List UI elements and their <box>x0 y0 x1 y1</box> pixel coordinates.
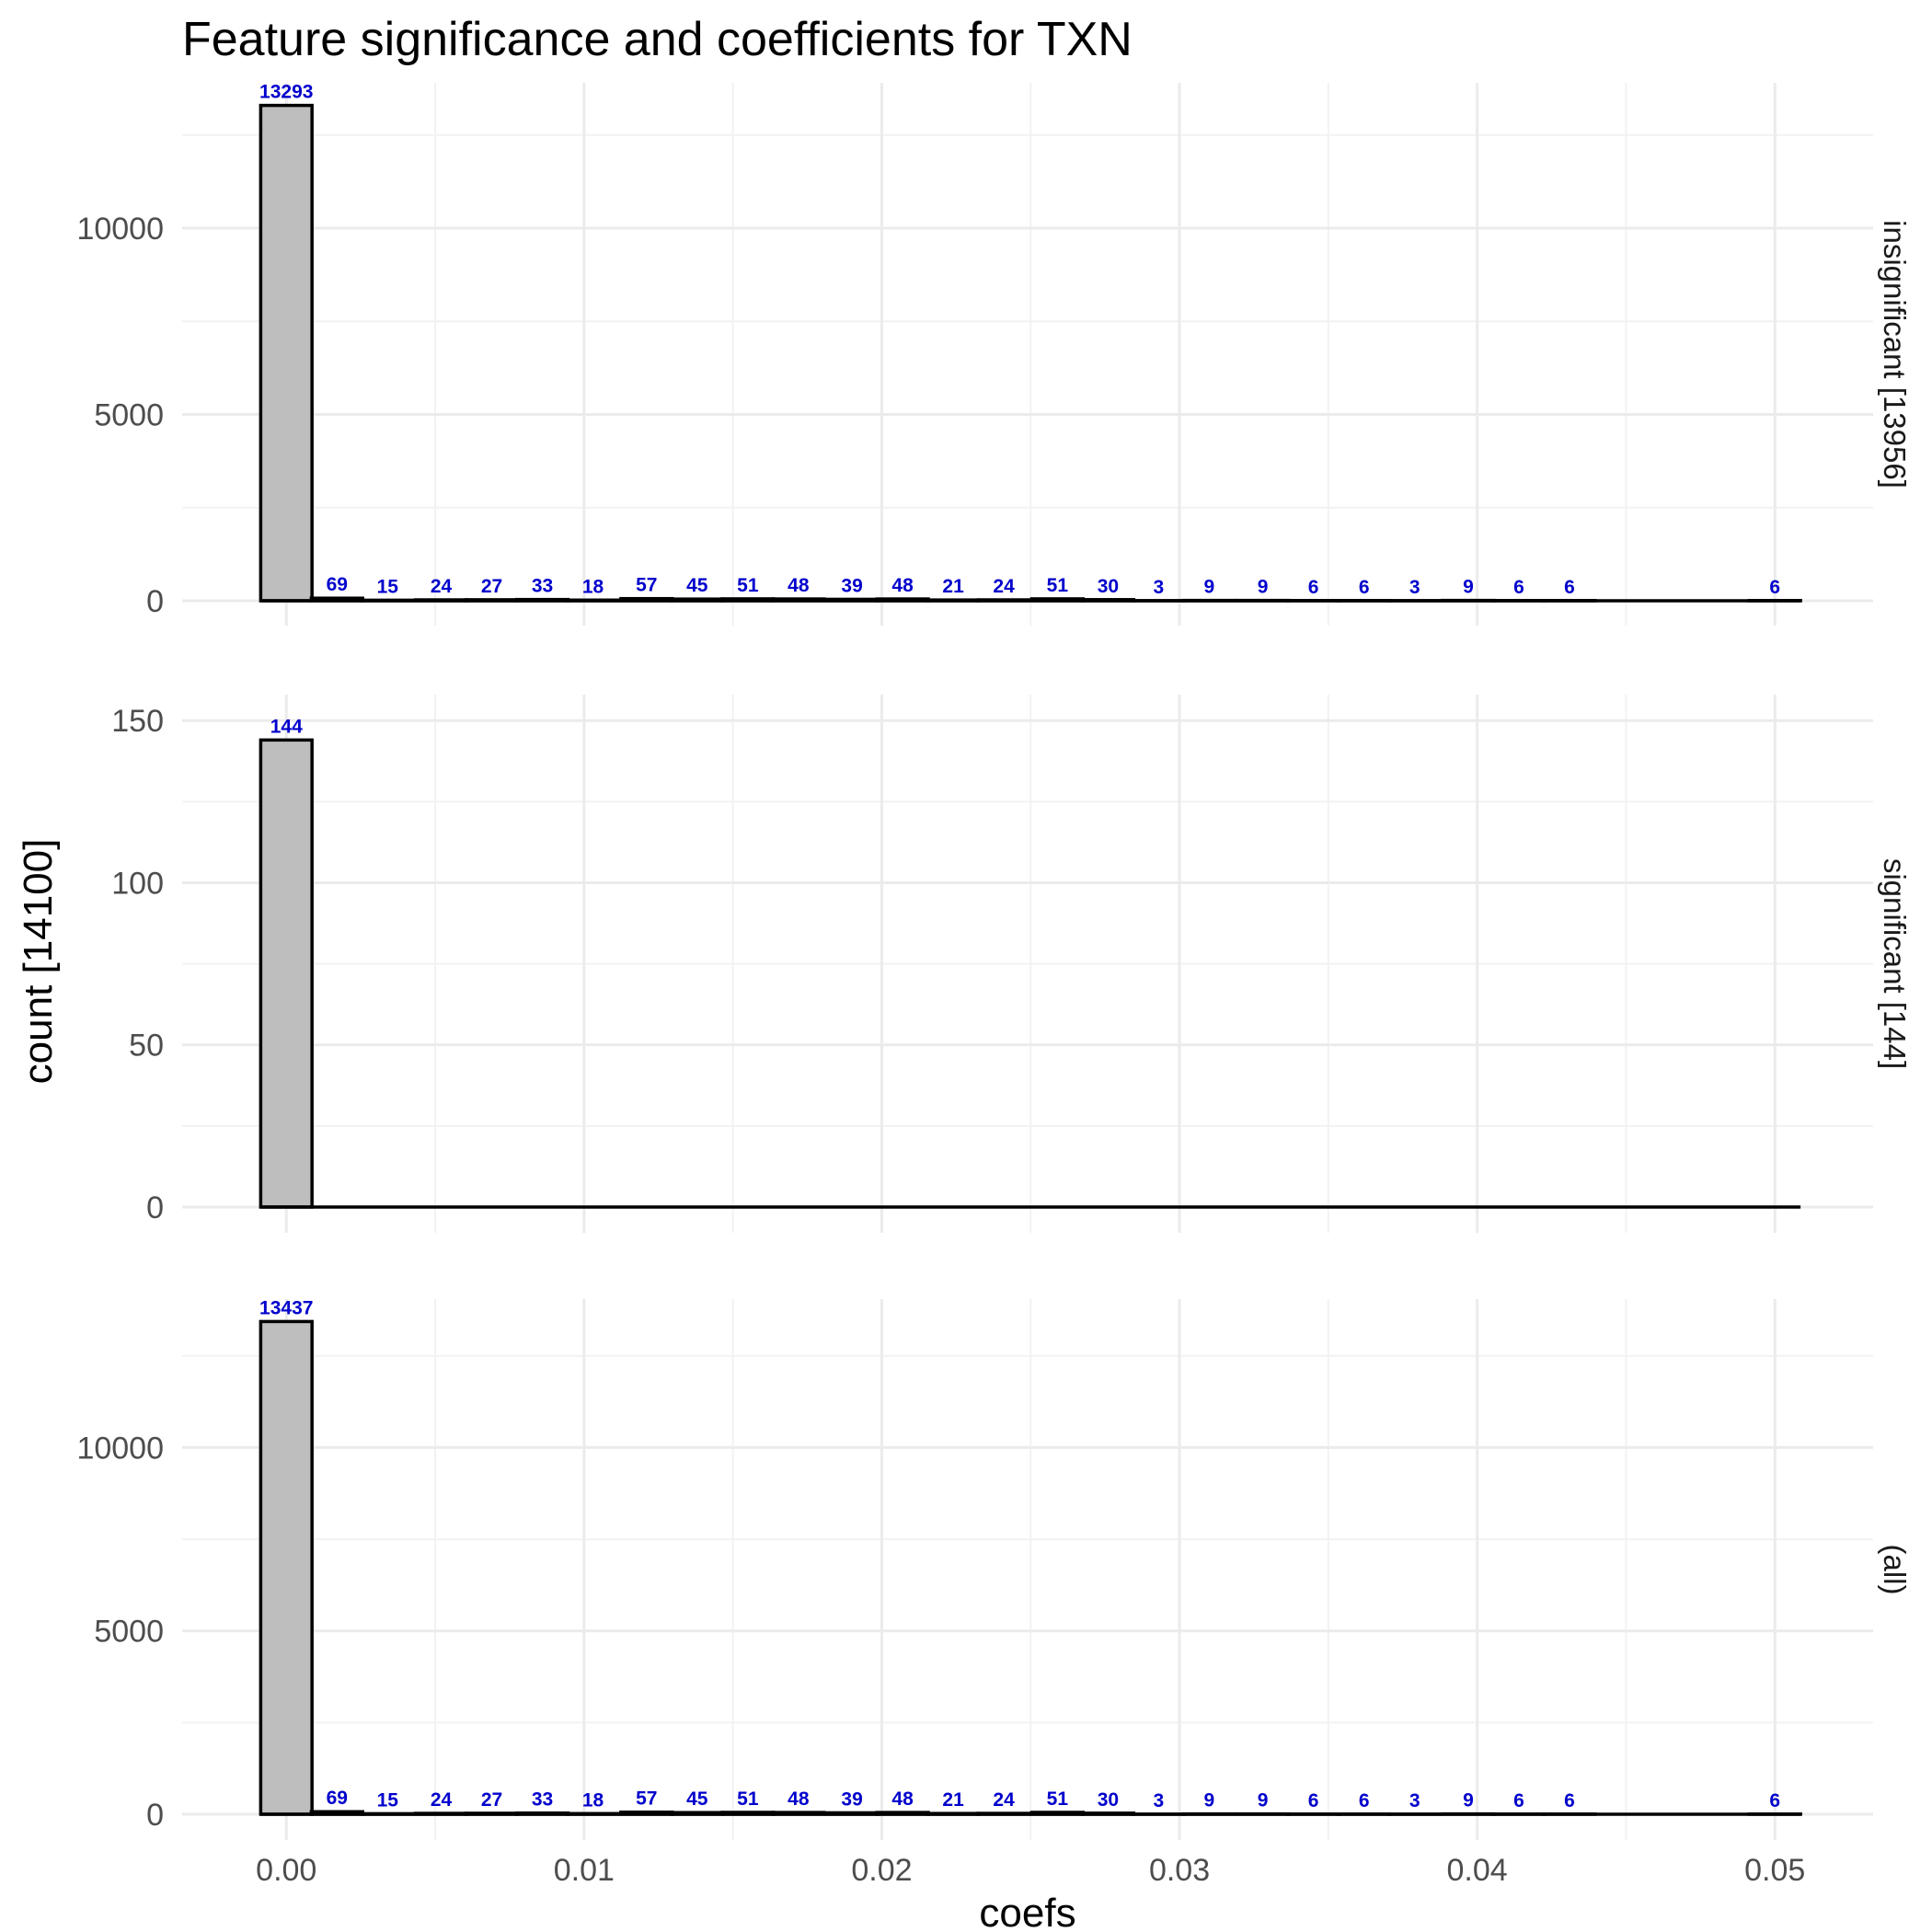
bar-count-label: 15 <box>377 1789 399 1811</box>
y-tick-label: 0 <box>146 584 164 619</box>
bar-count-label: 45 <box>686 1788 708 1810</box>
bar-count-label: 69 <box>327 1788 348 1809</box>
bar-count-label: 24 <box>993 1789 1015 1811</box>
y-tick-label: 50 <box>129 1029 164 1064</box>
bar-count-label: 9 <box>1463 1790 1474 1811</box>
bar-count-label: 48 <box>891 575 914 596</box>
bar-count-label: 6 <box>1308 577 1319 598</box>
bar-count-label: 6 <box>1769 1790 1780 1811</box>
bar-count-label: 6 <box>1308 1790 1319 1811</box>
bar-count-label: 3 <box>1154 1790 1165 1811</box>
bar-count-label: 33 <box>532 576 553 597</box>
y-tick-label: 5000 <box>94 1615 164 1650</box>
bar-count-label: 39 <box>841 1788 862 1810</box>
y-tick-label: 150 <box>111 704 164 739</box>
bar-count-label: 21 <box>942 1789 964 1811</box>
bar-count-label: 33 <box>532 1789 553 1811</box>
bar-count-label: 27 <box>481 576 502 597</box>
y-tick-label: 10000 <box>76 1431 164 1466</box>
bar-count-label: 144 <box>270 716 303 737</box>
bar-count-label: 48 <box>891 1788 914 1810</box>
bar-count-label: 24 <box>431 576 453 597</box>
bar-count-label: 51 <box>1047 1788 1069 1810</box>
x-tick-label: 0.03 <box>1149 1853 1210 1888</box>
bar-count-label: 6 <box>1564 577 1575 598</box>
y-tick-label: 0 <box>146 1190 164 1225</box>
bar-count-label: 24 <box>993 576 1015 597</box>
x-axis-title: coefs <box>979 1891 1075 1932</box>
bar-count-label: 45 <box>686 575 708 596</box>
bar-count-label: 57 <box>636 575 657 596</box>
bar-count-label: 69 <box>327 574 348 595</box>
x-tick-label: 0.02 <box>851 1853 912 1888</box>
bar-count-label: 13437 <box>259 1297 313 1318</box>
chart-title: Feature significance and coefficients fo… <box>182 13 1133 66</box>
bar-count-label: 18 <box>582 1789 604 1811</box>
bar-count-label: 6 <box>1513 577 1524 598</box>
bar-count-label: 3 <box>1154 577 1165 598</box>
bar-count-label: 21 <box>942 576 964 597</box>
x-tick-label: 0.00 <box>256 1853 316 1888</box>
bar-count-label: 6 <box>1769 577 1780 598</box>
bar-count-label: 27 <box>481 1789 502 1811</box>
bar-count-label: 51 <box>737 1788 759 1810</box>
bar-count-label: 6 <box>1564 1790 1575 1811</box>
bar-count-label: 30 <box>1098 1789 1119 1811</box>
bar-count-label: 51 <box>737 575 759 596</box>
facet-strip-label: insignificant [13956] <box>1878 220 1912 489</box>
histogram-bar <box>259 738 314 1209</box>
bar-count-label: 6 <box>1359 577 1370 598</box>
bar-count-label: 3 <box>1409 1790 1420 1811</box>
bar-count-label: 9 <box>1204 1790 1215 1811</box>
bar-count-label: 48 <box>788 575 810 596</box>
bar-count-label: 6 <box>1359 1790 1370 1811</box>
bar-count-label: 15 <box>377 576 399 597</box>
bar-count-label: 9 <box>1258 1790 1269 1811</box>
bar-count-label: 48 <box>788 1788 810 1810</box>
bar-count-label: 6 <box>1513 1790 1524 1811</box>
x-tick-label: 0.01 <box>554 1853 615 1888</box>
facet-panel: 0 50 100 150 144 significant [144] <box>111 695 1912 1233</box>
x-tick-label: 0.05 <box>1744 1853 1805 1888</box>
x-axis: 0.00 0.01 0.02 0.03 0.04 0.05 <box>256 1853 1805 1888</box>
bar-count-label: 57 <box>636 1788 657 1810</box>
y-tick-label: 100 <box>111 866 164 901</box>
bar-count-label: 30 <box>1098 576 1119 597</box>
bar-count-label: 51 <box>1047 575 1069 596</box>
x-tick-label: 0.04 <box>1447 1853 1508 1888</box>
facet-strip-label: significant [144] <box>1878 858 1912 1069</box>
bar-count-label: 24 <box>431 1789 453 1811</box>
histogram-bar <box>259 103 314 603</box>
y-tick-label: 10000 <box>76 212 164 247</box>
y-tick-label: 0 <box>146 1798 164 1833</box>
bar-count-label: 3 <box>1409 577 1420 598</box>
bar-count-label: 9 <box>1258 577 1269 598</box>
y-tick-label: 5000 <box>94 397 164 432</box>
y-axis-title: count [14100] <box>16 839 61 1085</box>
bar-count-label: 9 <box>1463 577 1474 598</box>
bar-count-label: 39 <box>841 575 862 596</box>
histogram-bar <box>259 1319 314 1816</box>
facet-strip-label: (all) <box>1878 1545 1912 1595</box>
bar-count-label: 18 <box>582 576 604 597</box>
bar-count-label: 13293 <box>259 82 313 103</box>
bar-count-label: 9 <box>1204 577 1215 598</box>
